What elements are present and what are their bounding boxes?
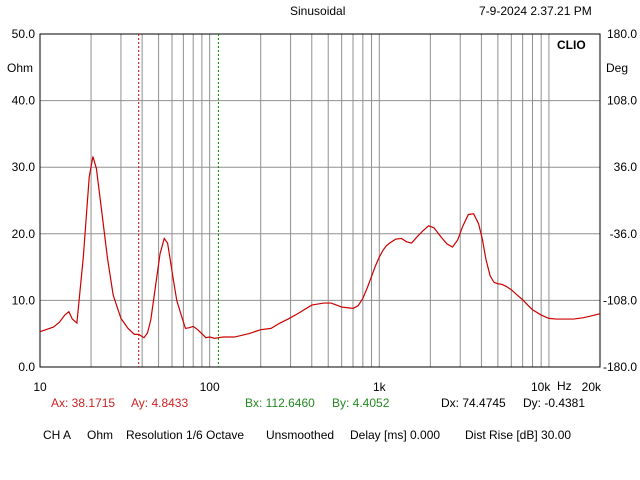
x-tick-label: 1k [373, 380, 387, 394]
left-tick-label: 10.0 [12, 293, 36, 307]
right-tick-label: 180.0 [607, 27, 637, 41]
impedance-trace [39, 156, 601, 339]
x-tick-label: 10k [531, 380, 551, 394]
cursor-a-x-readout: Ax: 38.1715 [51, 396, 116, 410]
left-axis-unit: Ohm [7, 61, 34, 75]
plot-frame [39, 33, 601, 368]
brand-label: CLIO [557, 38, 586, 52]
cursor-b-x-readout: Bx: 112.6460 [245, 396, 315, 410]
left-tick-label: 40.0 [12, 94, 36, 108]
right-tick-label: 36.0 [614, 160, 638, 174]
x-tick-label: 100 [200, 380, 220, 394]
tick-labels: 0.0 10.0 20.0 30.0 40.0 50.0 -180.0 -108.0 -36.0… [12, 27, 638, 394]
mode-title: Sinusoidal [290, 4, 346, 18]
left-tick-label: 0.0 [18, 360, 35, 374]
right-tick-label: 108.0 [607, 94, 637, 108]
cursor-a-y-readout: Ay: 4.8433 [131, 396, 189, 410]
x-axis-unit: Hz [557, 379, 572, 393]
status-resolution: Resolution 1/6 Octave [126, 428, 245, 442]
right-tick-label: -180.0 [603, 360, 637, 374]
left-tick-label: 30.0 [12, 160, 36, 174]
cursor-b-y-readout: By: 4.4052 [332, 396, 390, 410]
status-unit: Ohm [87, 428, 114, 442]
status-channel: CH A [43, 428, 72, 442]
right-axis-unit: Deg [606, 61, 629, 75]
x-tick-label: 10 [33, 380, 47, 394]
delta-y-readout: Dy: -0.4381 [523, 396, 586, 410]
left-tick-label: 50.0 [12, 27, 36, 41]
cursors [138, 34, 219, 367]
x-tick-label: 20k [582, 380, 602, 394]
status-delay: Delay [ms] 0.000 [350, 428, 441, 442]
left-tick-label: 20.0 [12, 227, 36, 241]
status-smoothing: Unsmoothed [266, 428, 335, 442]
delta-x-readout: Dx: 74.4745 [441, 396, 506, 410]
timestamp: 7-9-2024 2.37.21 PM [479, 4, 592, 18]
grid [40, 34, 600, 367]
right-tick-label: -36.0 [610, 227, 638, 241]
right-tick-label: -108.0 [603, 293, 637, 307]
status-dist-rise: Dist Rise [dB] 30.00 [465, 428, 572, 442]
